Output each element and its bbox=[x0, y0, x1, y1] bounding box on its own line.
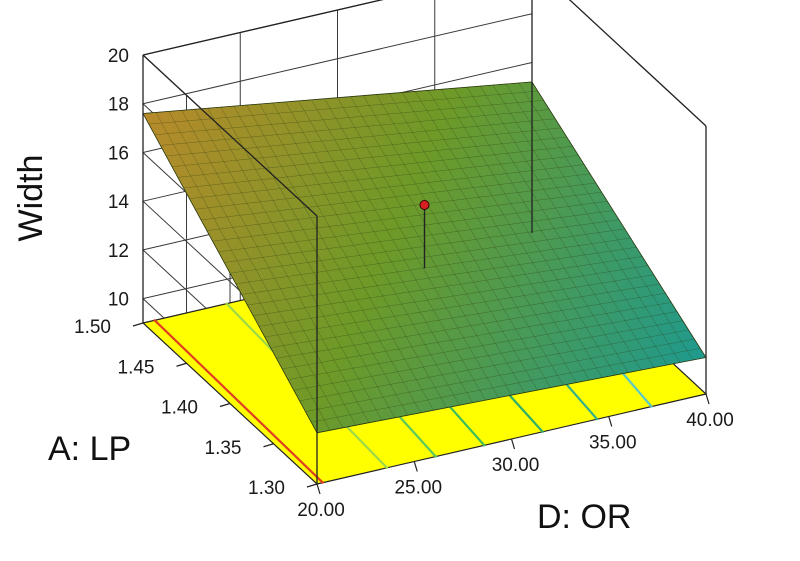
z-tick-label: 12 bbox=[108, 241, 129, 262]
x-tick-mark bbox=[413, 461, 418, 472]
x-tick-label: 20.00 bbox=[297, 500, 345, 521]
frame-edge bbox=[142, 54, 318, 217]
design-point-group bbox=[419, 200, 430, 269]
surface-mesh-line bbox=[160, 109, 550, 146]
contour-line bbox=[153, 319, 324, 484]
surface-mesh-line bbox=[492, 84, 668, 366]
plot-frame bbox=[142, 0, 707, 484]
z-axis-title: Width bbox=[12, 155, 50, 242]
y-tick-label: 1.35 bbox=[205, 438, 242, 459]
surface-mesh-line bbox=[505, 83, 681, 363]
x-tick-label: 35.00 bbox=[589, 433, 637, 454]
z-tick-label: 14 bbox=[108, 192, 130, 213]
x-tick-label: 30.00 bbox=[492, 455, 540, 476]
y-tick-label: 1.45 bbox=[118, 357, 155, 378]
x-tick-mark bbox=[510, 438, 516, 450]
y-tick-mark bbox=[263, 443, 274, 448]
z-tick-label: 16 bbox=[108, 143, 129, 164]
x-tick-label: 40.00 bbox=[686, 410, 734, 431]
x-axis-title: D: OR bbox=[537, 498, 631, 536]
y-tick-mark bbox=[219, 402, 231, 408]
y-tick-mark bbox=[306, 483, 318, 488]
x-tick-mark bbox=[705, 393, 710, 405]
surface-mesh-line bbox=[479, 86, 655, 368]
frame-edge bbox=[142, 0, 384, 56]
tick-labels: 10 12 14 16 18 20 1.30 1.35 1.40 1.45 1.50 20.00 25.… bbox=[74, 46, 734, 521]
x-tick-mark bbox=[608, 416, 613, 427]
z-tick-label: 20 bbox=[108, 46, 129, 67]
design-point bbox=[419, 200, 430, 211]
x-tick-mark bbox=[316, 483, 321, 495]
surface-mesh-line bbox=[154, 100, 544, 135]
frame-edge bbox=[568, 0, 707, 127]
y-tick-mark bbox=[176, 362, 187, 367]
y-tick-mark bbox=[132, 322, 144, 327]
surface-mesh-line bbox=[531, 81, 707, 358]
x-tick-label: 25.00 bbox=[394, 478, 442, 499]
y-tick-label: 1.30 bbox=[248, 478, 285, 499]
y-axis-title: A: LP bbox=[48, 430, 131, 468]
surface-mesh-line bbox=[166, 118, 556, 157]
surface-mesh-line bbox=[171, 127, 562, 167]
surface-mesh-line bbox=[142, 81, 533, 114]
y-tick-label: 1.50 bbox=[74, 317, 111, 338]
z-tick-label: 10 bbox=[108, 290, 129, 311]
y-tick-label: 1.40 bbox=[161, 398, 198, 419]
surface-mesh-line bbox=[148, 90, 538, 125]
z-tick-label: 18 bbox=[108, 95, 129, 116]
surface-mesh-line bbox=[518, 82, 694, 361]
